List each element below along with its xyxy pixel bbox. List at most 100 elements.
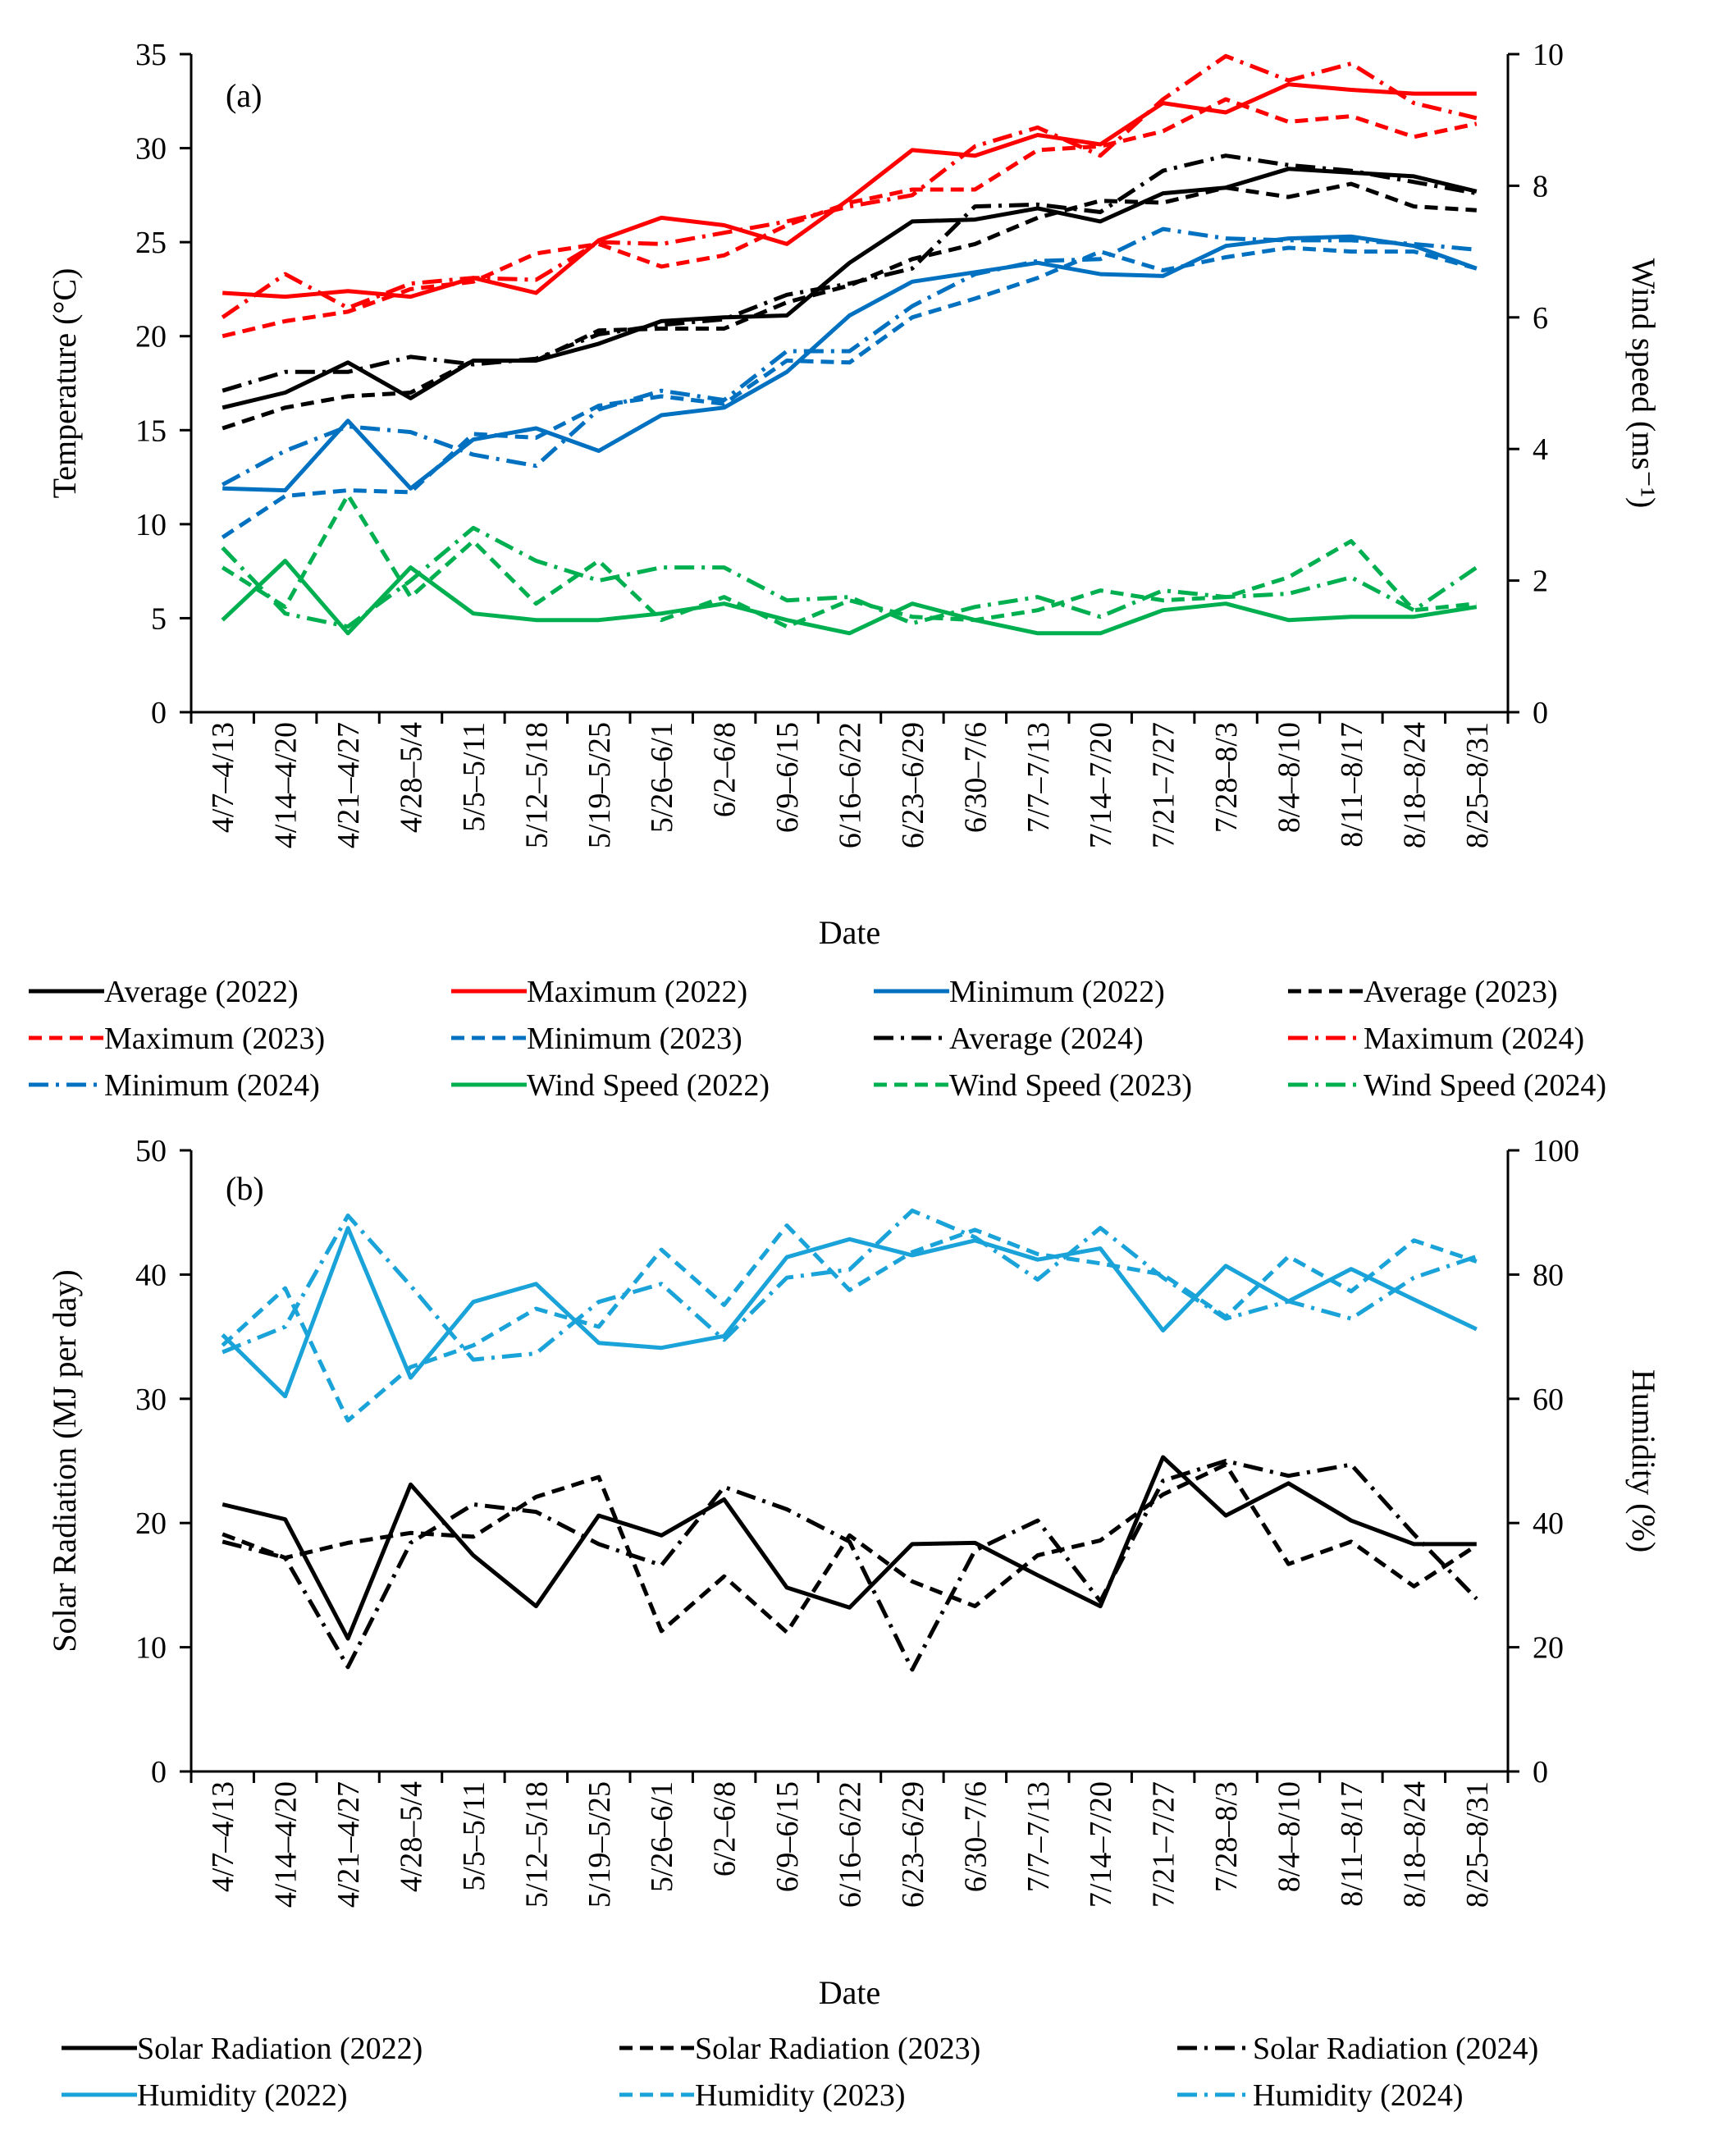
legend-item: Minimum (2022)	[874, 975, 1165, 1009]
series-line-maximum-2024	[221, 53, 1478, 319]
legend-item: Humidity (2024)	[1177, 2078, 1463, 2113]
y-tick-label: 30	[135, 1383, 167, 1417]
series-line-humidity-2023	[221, 1223, 1478, 1423]
x-tick-label: 6/23–6/29	[896, 722, 930, 848]
y2-axis-label: Humidity (%)	[1625, 1369, 1662, 1552]
legend: Average (2022) Maximum (2022) Minimum (202…	[29, 975, 1606, 1103]
x-tick-label: 5/12–5/18	[519, 722, 554, 848]
legend: Solar Radiation (2022) Solar Radiation (2…	[62, 2032, 1538, 2113]
series-line-wind-speed-2022	[221, 559, 1478, 636]
legend-item: Minimum (2023)	[451, 1022, 742, 1056]
legend-label: Minimum (2022)	[949, 975, 1165, 1009]
x-tick-label: 4/21–4/27	[331, 1781, 366, 1908]
x-tick-label: 8/18–8/24	[1397, 722, 1432, 848]
legend-item: Humidity (2022)	[62, 2078, 347, 2113]
legend-label: Solar Radiation (2022)	[137, 2032, 423, 2066]
y-tick-label: 50	[135, 1134, 167, 1168]
x-tick-label: 5/19–5/25	[582, 1781, 617, 1908]
y2-tick-label: 2	[1533, 565, 1548, 599]
legend-item: Solar Radiation (2023)	[619, 2032, 980, 2066]
y-tick-label: 10	[135, 1631, 167, 1666]
legend-label: Humidity (2024)	[1253, 2078, 1463, 2113]
legend-label: Average (2024)	[949, 1022, 1144, 1056]
y-tick-label: 15	[135, 414, 167, 448]
series-line-average-2022	[222, 167, 1478, 410]
y2-tick-label: 80	[1533, 1258, 1564, 1292]
x-tick-label: 4/28–5/4	[395, 1781, 429, 1892]
y2-tick-label: 60	[1533, 1383, 1564, 1417]
x-tick-label: 6/2–6/8	[708, 722, 742, 817]
legend-label: Wind Speed (2022)	[527, 1068, 770, 1103]
y2-tick-label: 40	[1533, 1506, 1564, 1541]
x-tick-label: 5/5–5/11	[457, 722, 491, 832]
panel-label: (a)	[226, 77, 262, 114]
y2-tick-label: 4	[1533, 432, 1548, 467]
legend-item: Wind Speed (2024)	[1288, 1068, 1606, 1103]
y2-tick-label: 0	[1533, 696, 1548, 730]
y-tick-label: 35	[135, 38, 167, 72]
legend-item: Solar Radiation (2022)	[62, 2032, 423, 2066]
x-tick-label: 7/7–7/13	[1021, 1781, 1056, 1892]
legend-item: Wind Speed (2023)	[874, 1068, 1192, 1103]
x-axis-label: Date	[819, 1974, 881, 2011]
legend-label: Maximum (2022)	[527, 975, 747, 1009]
y-tick-label: 0	[151, 696, 167, 730]
legend-item: Maximum (2022)	[451, 975, 747, 1009]
x-tick-label: 5/19–5/25	[582, 722, 617, 848]
x-tick-label: 8/18–8/24	[1397, 1781, 1432, 1908]
y-axis-label: Solar Radiation (MJ per day)	[46, 1269, 83, 1652]
legend-item: Solar Radiation (2024)	[1177, 2032, 1538, 2066]
legend-label: Solar Radiation (2024)	[1253, 2032, 1538, 2066]
series-line-maximum-2022	[222, 82, 1477, 299]
legend-item: Maximum (2024)	[1288, 1022, 1584, 1056]
legend-label: Humidity (2023)	[695, 2078, 905, 2113]
series-line-wind-speed-2024	[221, 525, 1478, 629]
x-tick-label: 4/21–4/27	[331, 722, 366, 848]
y2-tick-label: 6	[1533, 301, 1548, 336]
x-tick-label: 6/9–6/15	[770, 1781, 805, 1892]
x-tick-label: 6/2–6/8	[708, 1781, 742, 1876]
series-line-solar-radiation-2024	[222, 1459, 1478, 1672]
x-tick-label: 8/4–8/10	[1272, 722, 1307, 833]
series-line-average-2023	[222, 181, 1477, 431]
y2-tick-label: 100	[1533, 1134, 1579, 1168]
legend-label: Average (2022)	[104, 975, 299, 1009]
x-tick-label: 4/7–4/13	[206, 1781, 240, 1892]
panel-label: (b)	[226, 1170, 264, 1207]
y-tick-label: 5	[151, 601, 167, 636]
legend-item: Humidity (2023)	[619, 2078, 905, 2113]
x-tick-label: 5/26–6/1	[645, 722, 679, 833]
x-tick-label: 4/28–5/4	[395, 722, 429, 833]
x-tick-label: 7/28–8/3	[1209, 1781, 1244, 1892]
x-tick-label: 6/16–6/22	[834, 1781, 868, 1908]
legend-label: Minimum (2024)	[104, 1068, 320, 1103]
legend-label: Maximum (2024)	[1364, 1022, 1584, 1056]
chart-panel-b: 0 10 20 30 40 50 0 20 40 60 80 100 4/7–4/13 4/14–4/20…	[46, 1134, 1662, 2113]
x-tick-label: 6/23–6/29	[896, 1781, 930, 1908]
legend-item: Average (2022)	[29, 975, 299, 1009]
x-tick-label: 5/12–5/18	[519, 1781, 554, 1908]
legend-label: Wind Speed (2024)	[1364, 1068, 1606, 1103]
x-axis-label: Date	[819, 914, 881, 951]
x-tick-label: 4/14–4/20	[269, 722, 304, 848]
y-tick-label: 40	[135, 1258, 167, 1292]
x-tick-label: 8/25–8/31	[1460, 722, 1495, 848]
legend-label: Average (2023)	[1364, 975, 1558, 1009]
x-tick-label: 7/28–8/3	[1209, 722, 1244, 833]
x-tick-label: 8/4–8/10	[1272, 1781, 1307, 1892]
legend-label: Minimum (2023)	[527, 1022, 742, 1056]
series-line-maximum-2023	[222, 97, 1478, 339]
legend-item: Wind Speed (2022)	[451, 1068, 770, 1103]
series-line-wind-speed-2023	[221, 492, 1478, 629]
series-line-average-2024	[222, 153, 1478, 393]
x-tick-label: 8/11–8/17	[1335, 722, 1369, 848]
y-axis-label: Temperature (°C)	[46, 268, 83, 499]
y2-tick-label: 8	[1533, 169, 1548, 203]
x-tick-label: 6/30–7/6	[958, 1781, 993, 1892]
legend-item: Minimum (2024)	[29, 1068, 320, 1103]
x-tick-label: 7/21–7/27	[1147, 722, 1181, 848]
series-line-minimum-2024	[222, 226, 1478, 487]
y-tick-label: 10	[135, 508, 167, 542]
series-line-minimum-2023	[221, 245, 1478, 539]
